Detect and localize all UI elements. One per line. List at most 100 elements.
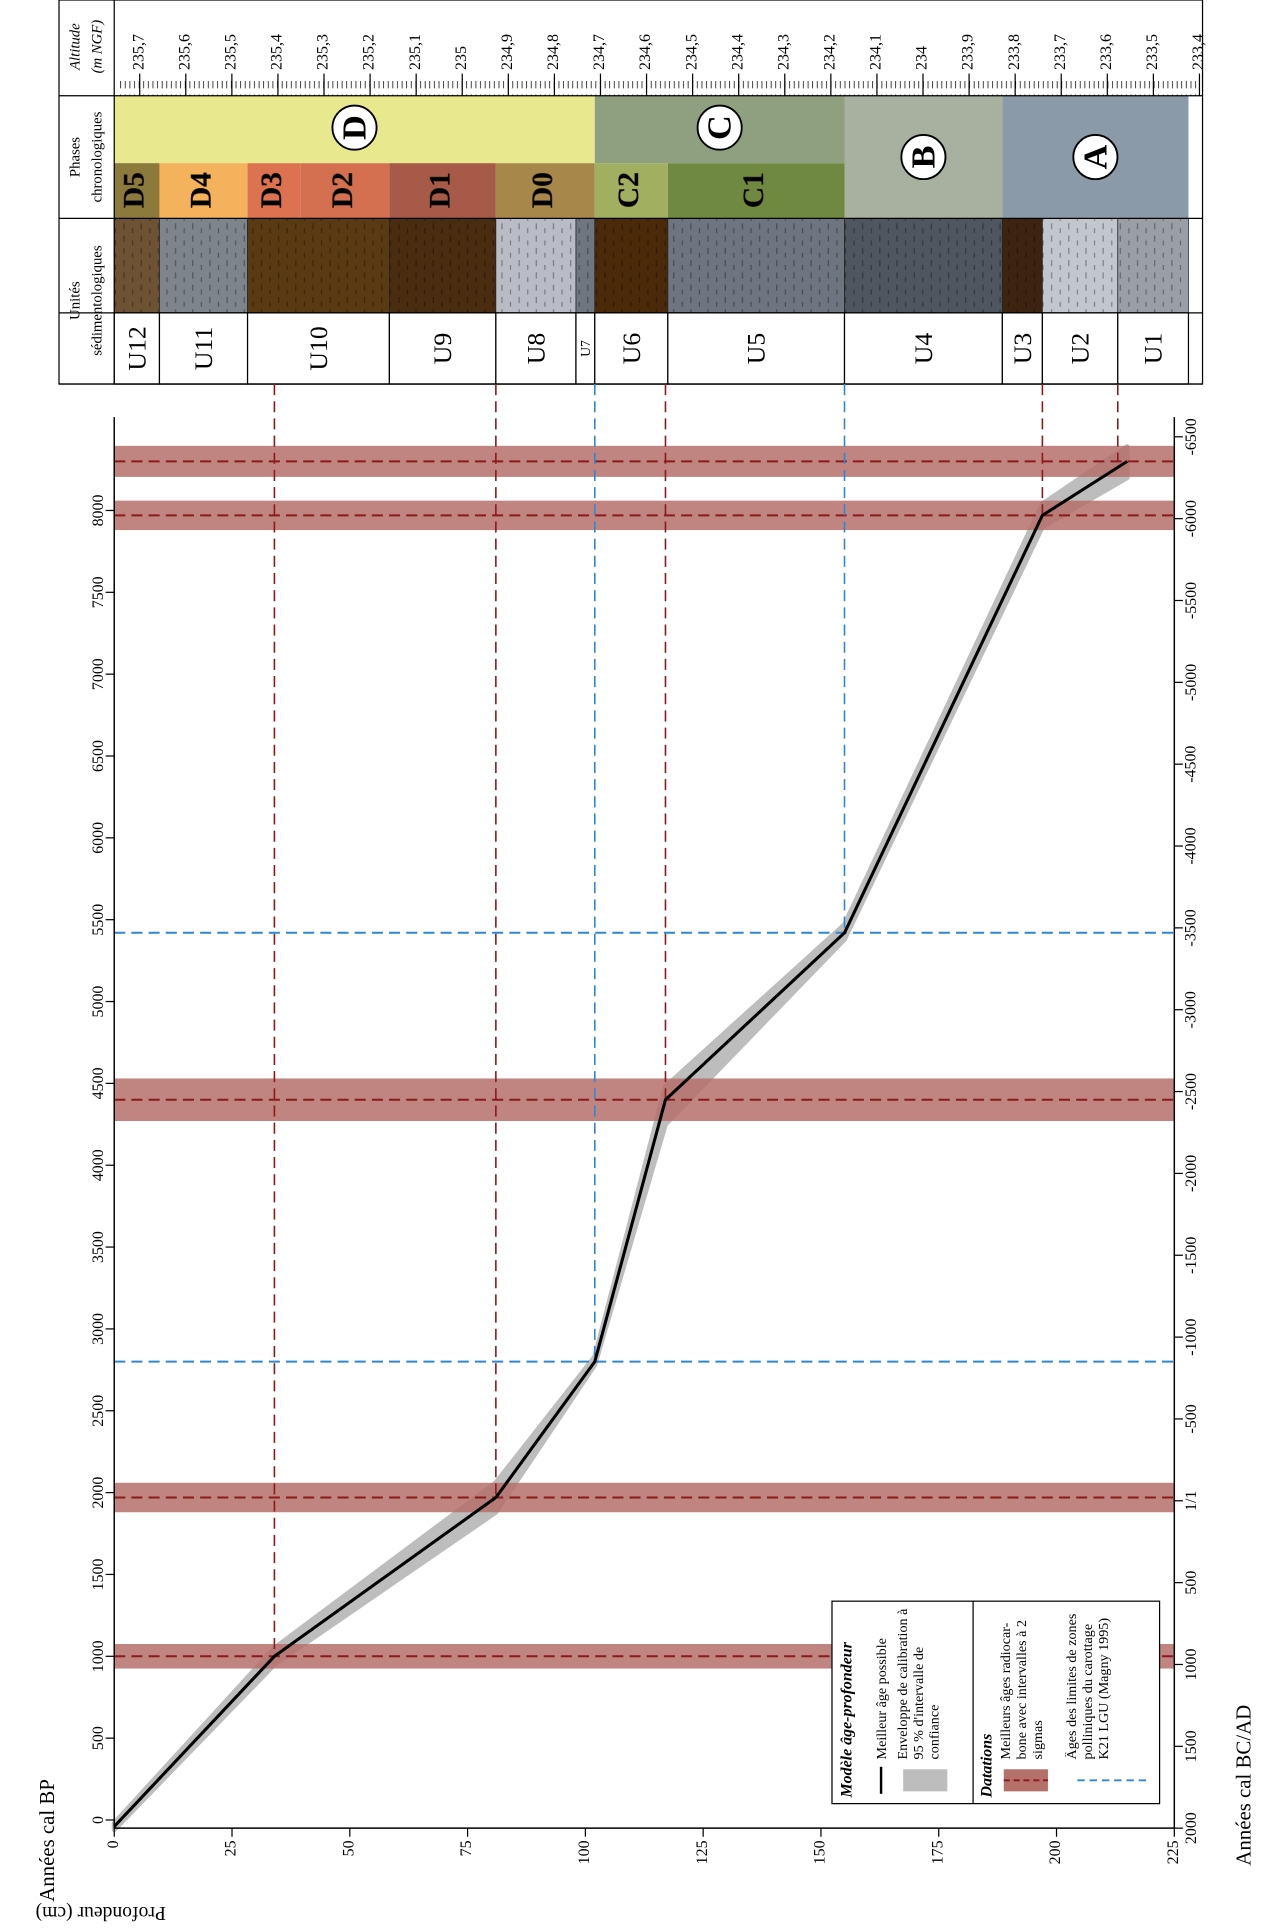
phase-label: D bbox=[336, 115, 374, 140]
altitude-tick-label: 235,5 bbox=[223, 34, 240, 70]
y-tick-label: 2500 bbox=[90, 1395, 107, 1427]
unit-cell bbox=[246, 312, 390, 385]
phase-badge bbox=[696, 104, 743, 151]
altitude-tick-label: 234,1 bbox=[868, 34, 885, 70]
unit-cell bbox=[1041, 312, 1119, 385]
y2-tick-label: -1500 bbox=[1183, 1237, 1200, 1274]
altitude-unit: (m NGF) bbox=[90, 20, 106, 74]
y2-tick-label: -3500 bbox=[1183, 909, 1200, 946]
phase-badge bbox=[900, 134, 947, 181]
unit-label: U9 bbox=[428, 333, 457, 364]
subphase bbox=[389, 163, 496, 219]
y-tick-label: 7500 bbox=[90, 576, 107, 608]
y-tick-label: 4500 bbox=[90, 1067, 107, 1099]
altitude-tick-label: 235,1 bbox=[407, 34, 424, 70]
y-tick-label: 2000 bbox=[90, 1477, 107, 1509]
x-tick-label: 150 bbox=[812, 1840, 829, 1864]
y-tick-label: 1500 bbox=[90, 1558, 107, 1590]
unit-label: U6 bbox=[617, 333, 646, 365]
unit-label: U5 bbox=[742, 333, 771, 364]
y-tick-label: 5500 bbox=[90, 904, 107, 936]
x-tick-label: 25 bbox=[223, 1840, 240, 1856]
sediment-texture bbox=[389, 218, 496, 313]
header-panels: 235,7 235,6 235,5 235,4 235,3 235,2 235,1 235 23… bbox=[58, 0, 1207, 385]
subphase bbox=[114, 163, 160, 219]
y-tick-label: 6000 bbox=[90, 822, 107, 854]
y2-tick-label: 1/1 bbox=[1183, 1491, 1200, 1511]
sediment-texture bbox=[159, 218, 248, 313]
legend-title: Datations bbox=[978, 1734, 995, 1799]
altitude-tick-label: 235 bbox=[453, 46, 470, 70]
subphase bbox=[594, 163, 668, 219]
altitude-tick-label: 234,3 bbox=[775, 34, 792, 70]
altitude-tick-label: 235,4 bbox=[269, 34, 286, 70]
altitude-tick-label: 233,5 bbox=[1144, 34, 1161, 70]
unit-label: U12 bbox=[122, 326, 151, 370]
subphase-label: D3 bbox=[256, 172, 288, 208]
subphase bbox=[300, 163, 390, 219]
y2-tick-label: -4000 bbox=[1183, 827, 1200, 864]
legend-label: Âges des limites de zones polliniques du… bbox=[1065, 1613, 1112, 1760]
y2-tick-label: 2000 bbox=[1183, 1812, 1200, 1844]
x-tick-label: 100 bbox=[576, 1840, 593, 1864]
altitude-tick-label: 235,7 bbox=[130, 34, 147, 70]
subphase bbox=[495, 163, 595, 219]
axes: 0500100015002000250030003500400045005000… bbox=[35, 417, 1255, 1923]
altitude-tick-label: 235,2 bbox=[361, 34, 378, 70]
y2-tick-label: 1000 bbox=[1183, 1649, 1200, 1681]
unit-label: U7 bbox=[578, 340, 593, 357]
altitude-tick-label: 234 bbox=[914, 46, 931, 70]
x-axis-title: Profondeur (cm) bbox=[36, 1902, 166, 1923]
altitude-label: Altitude bbox=[68, 23, 84, 71]
sediment-texture bbox=[1002, 218, 1043, 313]
phase-label: A bbox=[1076, 144, 1114, 169]
subphase-label: D2 bbox=[327, 172, 359, 208]
unit-label: U10 bbox=[304, 326, 333, 370]
subphase-label: D1 bbox=[424, 172, 456, 208]
subphase-label: D0 bbox=[527, 172, 559, 208]
age-depth-line bbox=[113, 460, 1129, 1828]
legend-label: Meilleur âge possible bbox=[874, 1638, 890, 1759]
y-tick-label: 3000 bbox=[90, 1313, 107, 1345]
y2-tick-label: -5500 bbox=[1183, 582, 1200, 619]
x-tick-label: 175 bbox=[929, 1840, 946, 1864]
units-header: Unités bbox=[68, 281, 84, 320]
unit-cell bbox=[495, 312, 577, 385]
y-axis-title: Années cal BP bbox=[35, 1779, 59, 1902]
altitude-tick-label: 234,6 bbox=[637, 34, 654, 70]
y-tick-label: 0 bbox=[90, 1816, 107, 1824]
x-tick-label: 50 bbox=[340, 1840, 357, 1856]
y2-tick-label: -2500 bbox=[1183, 1073, 1200, 1110]
altitude-tick-label: 233,9 bbox=[960, 34, 977, 70]
legend-title: Modèle âge-profondeur bbox=[839, 1641, 856, 1798]
altitude-tick-label: 234,7 bbox=[591, 34, 608, 70]
y2-tick-label: -1000 bbox=[1183, 1318, 1200, 1355]
sediment-texture bbox=[844, 218, 1003, 313]
sediment-texture bbox=[1042, 218, 1118, 313]
y-tick-label: 8000 bbox=[90, 494, 107, 526]
x-tick-label: 0 bbox=[105, 1840, 122, 1848]
y2-tick-label: -4500 bbox=[1183, 746, 1200, 783]
subphase bbox=[667, 163, 845, 219]
legend-label-box: Meilleurs âges radiocar-bone avec interv… bbox=[999, 1620, 1045, 1759]
subphase-label: C2 bbox=[613, 172, 645, 208]
y-tick-label: 3500 bbox=[90, 1231, 107, 1263]
y2-tick-label: -5000 bbox=[1183, 664, 1200, 701]
phase-label: B bbox=[904, 146, 942, 169]
altitude-tick-label: 233,4 bbox=[1190, 34, 1207, 70]
phase-badge bbox=[1072, 134, 1119, 181]
y2-axis-title: Années cal BC/AD bbox=[1231, 1705, 1255, 1866]
phases-header: chronologiques bbox=[90, 111, 106, 202]
subphase-label: C1 bbox=[738, 172, 770, 208]
sediment-texture bbox=[667, 218, 845, 313]
altitude-tick-label: 233,8 bbox=[1006, 34, 1023, 70]
altitude-tick-label: 234,8 bbox=[545, 34, 562, 70]
y-tick-label: 1000 bbox=[90, 1640, 107, 1672]
unit-cell bbox=[1117, 312, 1190, 385]
sediment-texture bbox=[575, 218, 595, 313]
altitude-tick-label: 233,6 bbox=[1098, 34, 1115, 70]
legend-envelope-sample bbox=[903, 1769, 948, 1792]
sediment-texture bbox=[247, 218, 390, 313]
altitude-tick-label: 234,5 bbox=[683, 34, 700, 70]
